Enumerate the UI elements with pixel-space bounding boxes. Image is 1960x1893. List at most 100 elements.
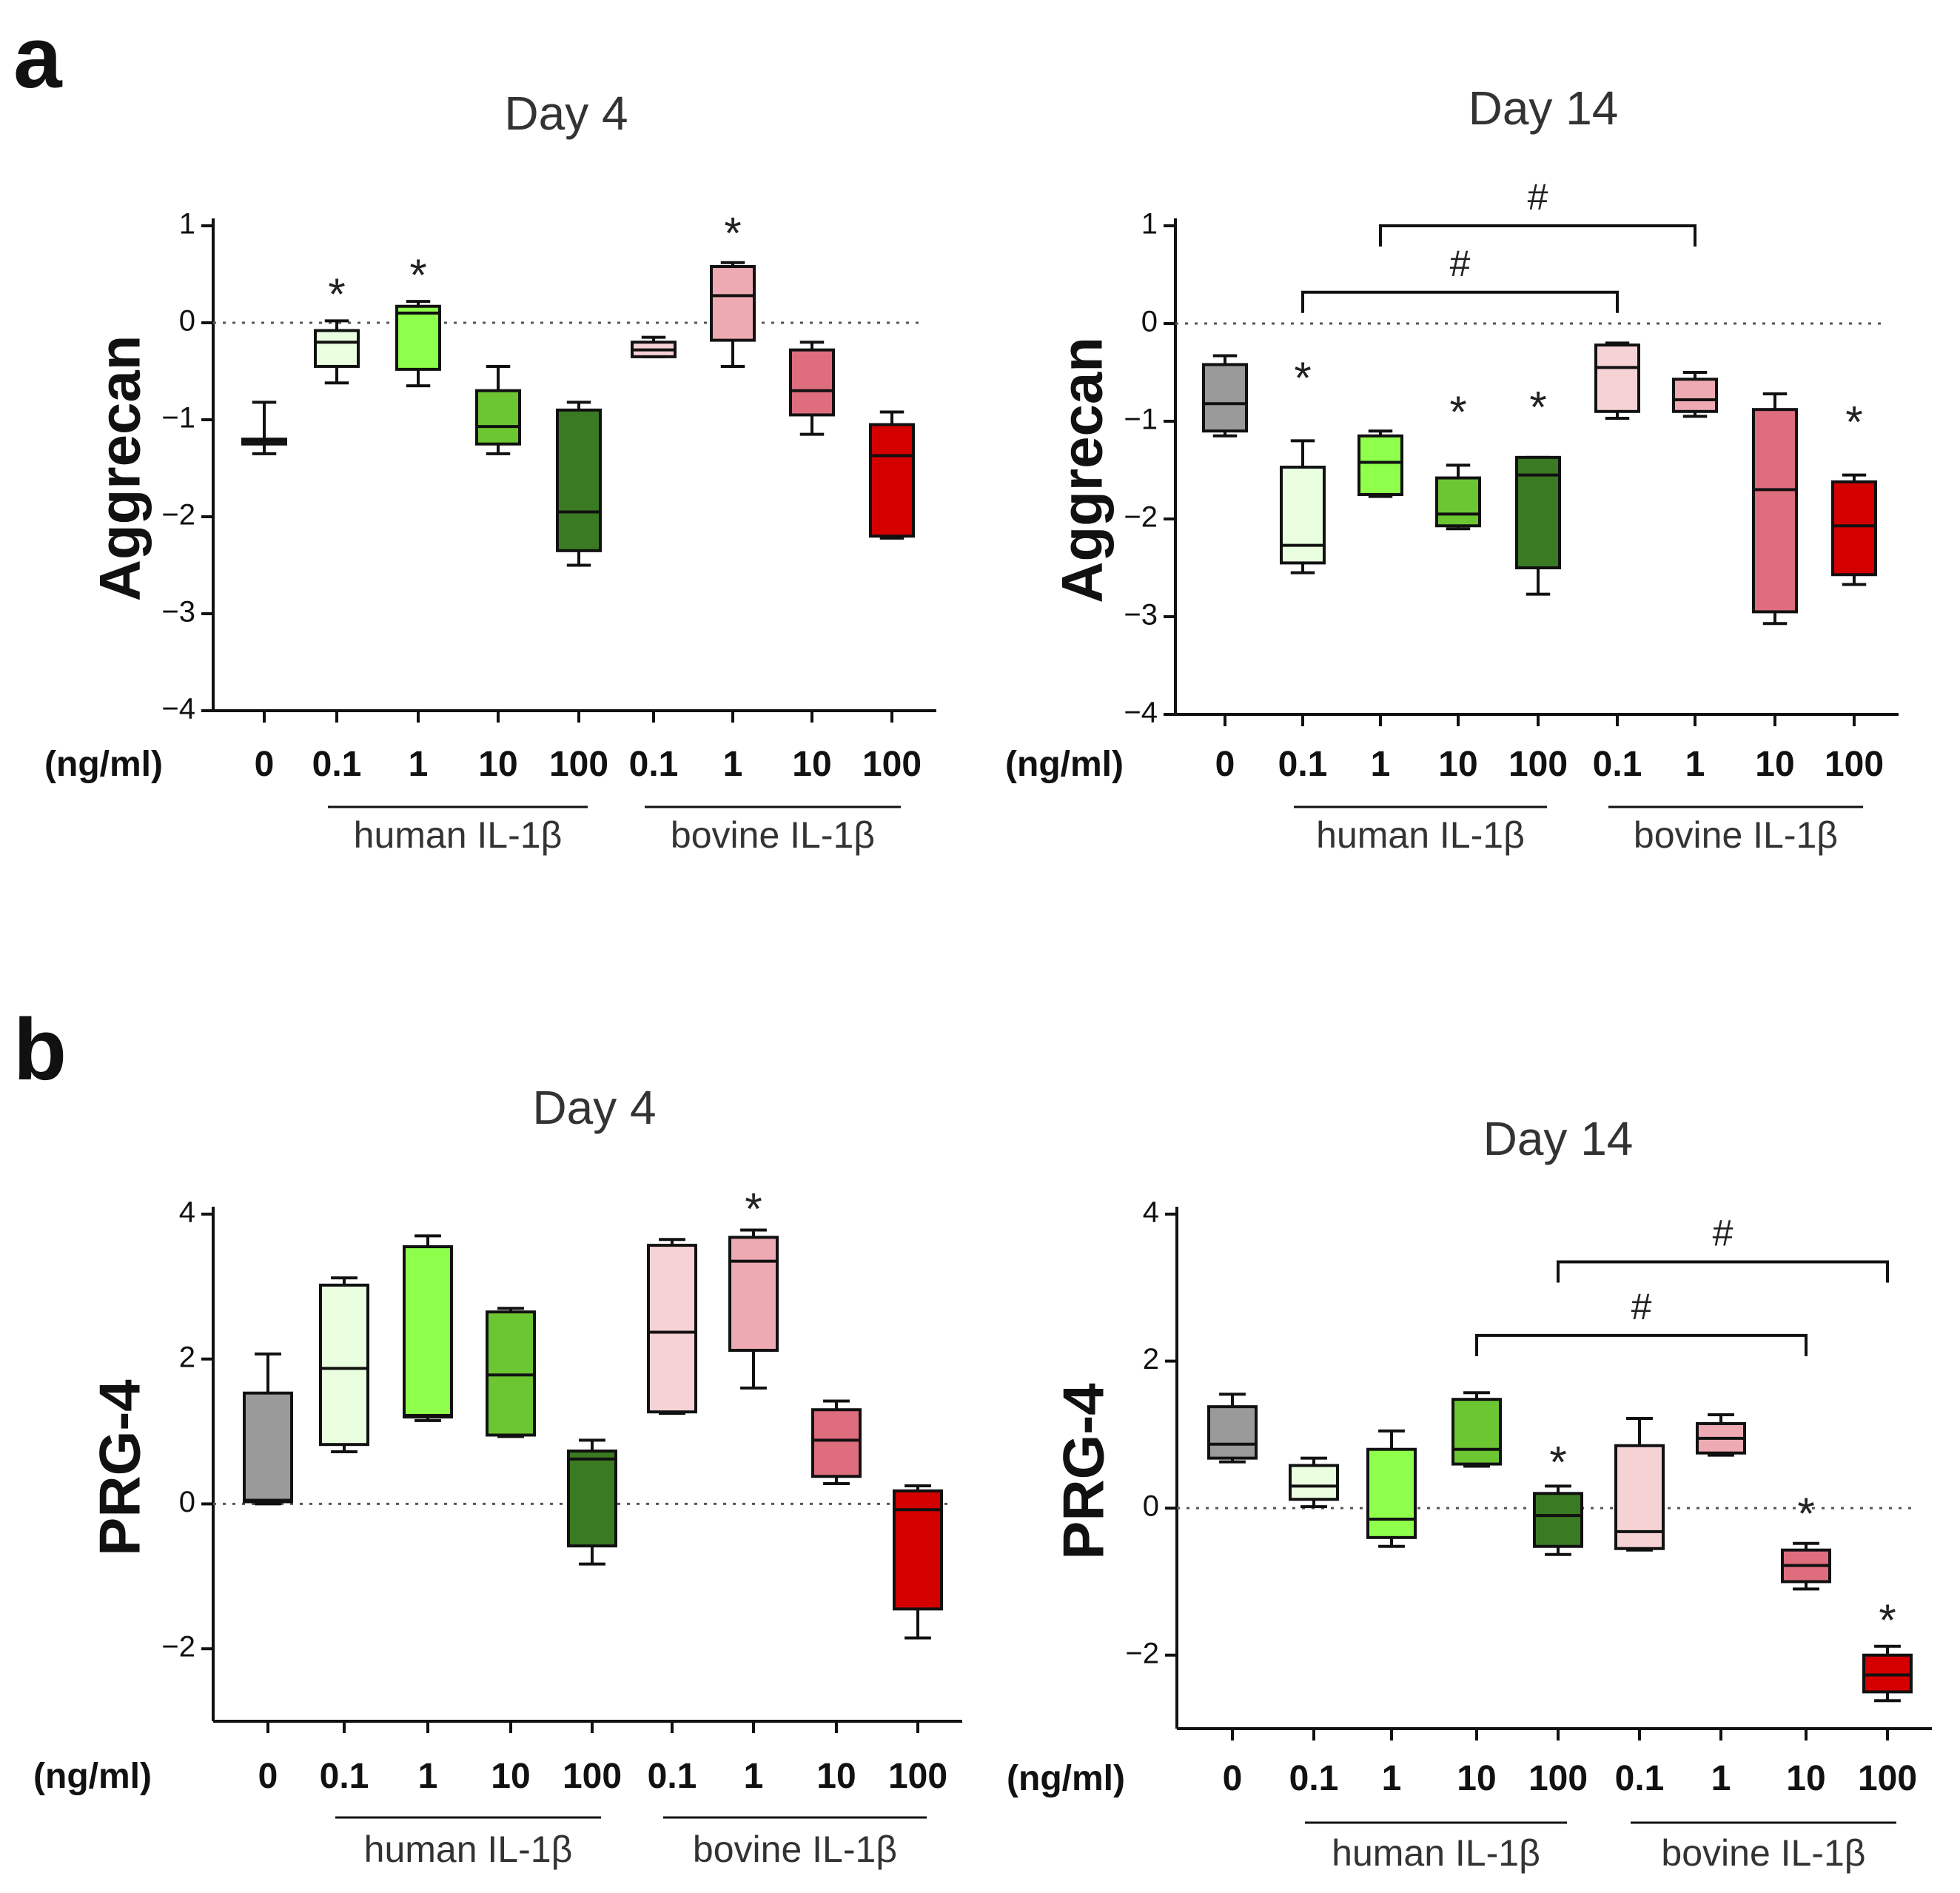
chart-title: Day 4 — [504, 87, 628, 140]
y-tick-label: 0 — [179, 305, 195, 338]
comparison-bracket — [1301, 290, 1619, 313]
y-axis-label: Aggrecan — [87, 335, 152, 602]
x-unit-label: (ng/ml) — [1005, 745, 1124, 784]
y-tick-label: 4 — [1143, 1196, 1159, 1229]
y-axis-label: PRG-4 — [87, 1379, 152, 1555]
box-body — [1533, 1492, 1583, 1548]
y-tick-label: 2 — [1143, 1343, 1159, 1376]
box-body — [556, 408, 602, 552]
chart-title: Day 4 — [532, 1081, 656, 1134]
box-body — [319, 1283, 369, 1447]
x-unit-label: (ng/ml) — [33, 1757, 152, 1796]
x-tick-label: 100 — [1508, 745, 1568, 784]
box-body — [243, 1391, 293, 1504]
bracket-label: # — [1713, 1213, 1734, 1254]
box-body — [1207, 1405, 1258, 1460]
box-body — [811, 1408, 862, 1478]
significance-star: * — [1549, 1438, 1566, 1487]
y-tick-label: −2 — [1124, 501, 1158, 534]
x-tick-label: 1 — [744, 1757, 764, 1796]
significance-star: * — [745, 1184, 762, 1233]
box-body — [1202, 363, 1248, 433]
x-tick-label: 1 — [723, 745, 743, 784]
group-label: human IL-1β — [1332, 1832, 1540, 1874]
box-body — [1357, 434, 1403, 496]
y-axis-label: PRG-4 — [1051, 1383, 1116, 1559]
x-tick-label: 100 — [563, 1757, 622, 1796]
x-tick-label: 10 — [478, 745, 517, 784]
x-tick-label: 100 — [1528, 1759, 1588, 1798]
significance-star: * — [1449, 387, 1466, 437]
y-tick-label: −4 — [1124, 697, 1158, 729]
comparison-bracket — [1475, 1333, 1808, 1356]
group-label: human IL-1β — [1316, 814, 1525, 856]
chart-prg4-day4: Day 4 PRG-4 4 2 0 −2 0 0.1 1 10 100 0.1 1 10 100 (ng/ml… — [33, 1081, 962, 1870]
x-tick-label: 10 — [792, 745, 831, 784]
x-tick-label: 1 — [1711, 1759, 1731, 1798]
chart-prg4-day14: Day 14 PRG-4 4 2 0 −2 0 0.1 1 10 100 0.1 1 10 100 (ng/m… — [1007, 1112, 1932, 1874]
significance-star: * — [1529, 383, 1546, 432]
x-tick-label: 10 — [1755, 745, 1794, 784]
significance-star: * — [328, 269, 345, 319]
box-body — [1594, 344, 1640, 413]
comparison-bracket — [1557, 1260, 1889, 1283]
x-tick-label: 100 — [549, 745, 608, 784]
box-body — [1289, 1464, 1339, 1501]
box-body — [1435, 476, 1481, 528]
group-label: bovine IL-1β — [1634, 814, 1838, 856]
chart-title: Day 14 — [1469, 81, 1619, 135]
x-tick-label: 0 — [255, 745, 275, 784]
group-label: bovine IL-1β — [1661, 1832, 1865, 1874]
bracket-label: # — [1450, 243, 1471, 284]
box-body — [789, 348, 835, 417]
group-label: human IL-1β — [364, 1829, 573, 1870]
box-body — [1831, 480, 1877, 577]
x-tick-label: 0.1 — [1593, 745, 1642, 784]
x-unit-label: (ng/ml) — [1007, 1759, 1125, 1798]
comparison-bracket — [1379, 224, 1696, 247]
x-unit-label: (ng/ml) — [44, 745, 163, 784]
x-tick-label: 1 — [1685, 745, 1705, 784]
x-tick-label: 100 — [862, 745, 922, 784]
x-tick-label: 0.1 — [648, 1757, 697, 1796]
x-tick-label: 0 — [258, 1757, 278, 1796]
x-tick-label: 0 — [1223, 1759, 1243, 1798]
x-tick-label: 100 — [1825, 745, 1884, 784]
box-body — [395, 304, 441, 371]
bracket-label: # — [1528, 176, 1548, 218]
x-tick-label: 100 — [1858, 1759, 1917, 1798]
x-tick-label: 1 — [1382, 1759, 1402, 1798]
y-tick-label: −2 — [161, 1631, 195, 1664]
significance-star: * — [1879, 1595, 1896, 1645]
box-body — [647, 1244, 697, 1414]
y-tick-label: 1 — [179, 208, 195, 241]
y-tick-label: 1 — [1141, 208, 1158, 241]
x-tick-label: 10 — [1786, 1759, 1825, 1798]
x-tick-label: 0 — [1215, 745, 1235, 784]
panel-label-a: a — [13, 9, 63, 107]
group-label: bovine IL-1β — [693, 1829, 897, 1870]
x-tick-label: 1 — [1371, 745, 1391, 784]
x-tick-label: 0.1 — [629, 745, 679, 784]
panel-label-b: b — [13, 1001, 67, 1099]
significance-star: * — [1845, 397, 1862, 446]
x-tick-label: 10 — [816, 1757, 856, 1796]
bracket-label: # — [1631, 1286, 1652, 1327]
box-body — [869, 423, 915, 538]
box-body — [710, 265, 756, 342]
y-tick-label: −3 — [161, 596, 195, 629]
y-tick-label: −1 — [161, 402, 195, 435]
y-tick-label: 0 — [179, 1486, 195, 1518]
y-tick-label: 0 — [1143, 1490, 1159, 1523]
y-tick-label: −2 — [161, 499, 195, 532]
box-body — [1366, 1447, 1417, 1539]
box-body — [475, 389, 521, 446]
significance-star: * — [1797, 1489, 1814, 1538]
y-axis-label: Aggrecan — [1050, 337, 1115, 603]
significance-star: * — [1294, 353, 1311, 403]
x-tick-label: 1 — [418, 1757, 438, 1796]
box-body — [567, 1449, 617, 1548]
box-body — [1280, 466, 1326, 565]
